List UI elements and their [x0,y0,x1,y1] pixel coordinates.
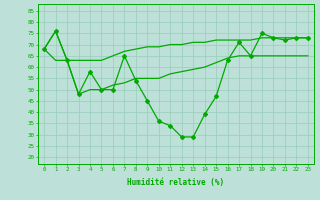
X-axis label: Humidité relative (%): Humidité relative (%) [127,178,225,187]
